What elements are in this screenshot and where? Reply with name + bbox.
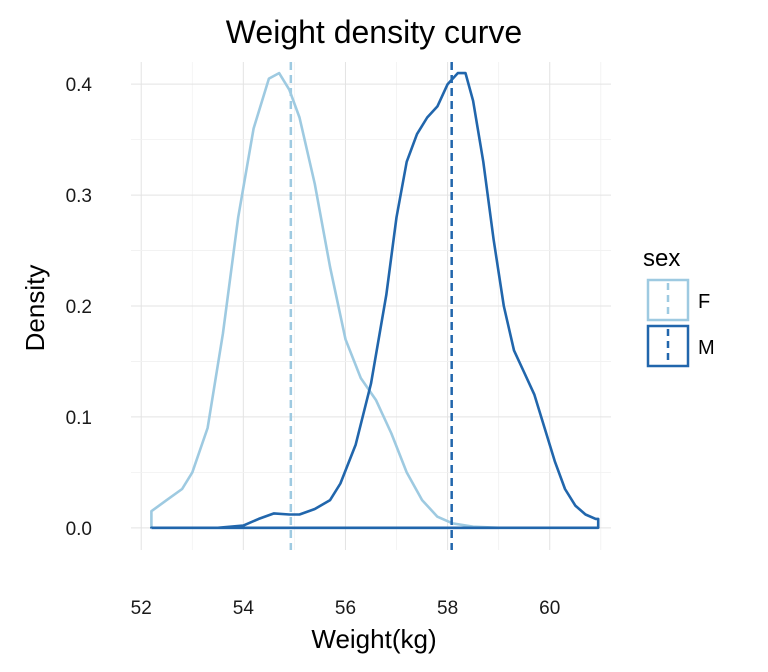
x-tick-label: 58 [437, 598, 458, 619]
x-tick-label: 60 [539, 598, 560, 619]
legend-item-F: F [646, 278, 710, 322]
x-axis-title: Weight(kg) [311, 624, 436, 654]
legend-label-M: M [698, 337, 715, 359]
legend: sex FM [643, 245, 715, 368]
legend-item-M: M [646, 324, 715, 368]
y-tick-label: 0.2 [66, 297, 92, 318]
y-axis-title: Density [20, 265, 50, 352]
y-axis-ticks: 0.0 0.1 0.2 0.3 0.4 [66, 75, 93, 540]
y-tick-label: 0.0 [66, 519, 92, 540]
y-tick-label: 0.3 [66, 186, 92, 207]
chart-title: Weight density curve [226, 14, 522, 50]
legend-items: FM [646, 278, 715, 368]
density-curve-F [150, 71, 500, 530]
legend-title: sex [643, 245, 680, 272]
plot-area [131, 62, 611, 550]
y-tick-label: 0.4 [66, 75, 93, 96]
mean-lines [289, 62, 453, 550]
legend-label-F: F [698, 291, 710, 313]
x-tick-label: 56 [335, 598, 356, 619]
density-curves [150, 71, 600, 530]
density-curve-M [150, 71, 600, 530]
x-axis-ticks: 52 54 56 58 60 [131, 598, 561, 619]
x-tick-label: 52 [131, 598, 152, 619]
y-tick-label: 0.1 [66, 408, 92, 429]
x-tick-label: 54 [233, 598, 255, 619]
grid [131, 62, 611, 550]
